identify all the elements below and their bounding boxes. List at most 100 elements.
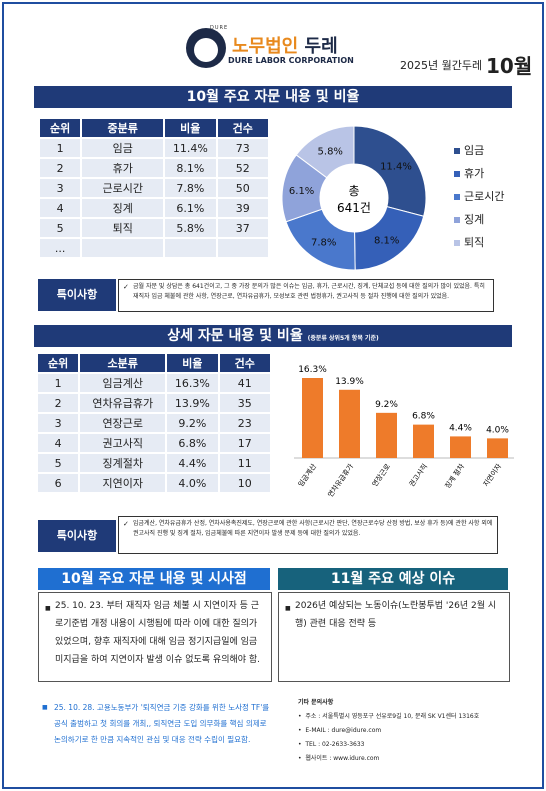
- donut-center-label: 총: [348, 184, 359, 198]
- section3-title: 10월 주요 자문 내용 및 시사점: [38, 568, 270, 590]
- section4-text: 2026년 예상되는 노동이슈(노란봉투법 '26년 2월 시행) 관련 대응 …: [295, 601, 497, 629]
- col-header: 건수: [219, 354, 270, 372]
- table-cell: 3: [38, 414, 79, 432]
- note-label: 특이사항: [38, 279, 116, 311]
- bar-value-label: 13.9%: [335, 377, 364, 387]
- donut-label: 11.4%: [380, 162, 412, 173]
- legend-swatch: [454, 171, 460, 177]
- bar-value-label: 4.0%: [486, 425, 509, 435]
- contact-item: • 주소 : 서울특별시 영등포구 선유로9길 10, 문래 SK V1센터 1…: [298, 713, 480, 720]
- bar-chart: 16.3% 임금계산 13.9% 연차유급휴가 9.2% 연장근로 6.8% 권고사직 4.4%…: [294, 365, 514, 499]
- section2-subtitle: (중분류 상위5개 항목 기준): [307, 335, 379, 342]
- bullet-icon: ■: [45, 605, 51, 612]
- table-cell: 휴가: [82, 159, 164, 177]
- legend-item: 퇴직: [454, 234, 484, 250]
- table-row: 2 휴가 8.1% 52: [40, 159, 268, 177]
- section4-box: ■ 2026년 예상되는 노동이슈(노란봉투법 '26년 2월 시행) 관련 대…: [278, 592, 510, 682]
- col-header: 중분류: [82, 119, 164, 137]
- table-cell: 11.4%: [165, 139, 216, 157]
- table-cell: 73: [217, 139, 268, 157]
- section2-title: 상세 자문 내용 및 비율 (중분류 상위5개 항목 기준): [34, 325, 512, 347]
- table-row: 4 징계 6.1% 39: [40, 199, 268, 217]
- table-cell: 9.2%: [167, 414, 218, 432]
- table-cell: 6: [38, 474, 79, 492]
- note-label: 특이사항: [38, 520, 116, 552]
- logo-english: DURE LABOR CORPORATION: [228, 56, 354, 65]
- check-icon: ✓: [123, 283, 129, 291]
- table-cell: 17: [219, 434, 270, 452]
- contact-title: 기타 문의사항: [298, 699, 334, 706]
- note-box: ✓ 임금계산, 연차유급휴가 산정, 연차사용촉진제도, 연장근로에 관한 사항…: [118, 516, 498, 554]
- table-cell: 6.1%: [165, 199, 216, 217]
- table-cell: 13.9%: [167, 394, 218, 412]
- bullet-icon: ■: [42, 704, 48, 711]
- table-cell: 1: [38, 374, 79, 392]
- table-row: ...: [40, 239, 268, 257]
- table-cell: 근로시간: [82, 179, 164, 197]
- contact-item: • 웹사이트 : www.idure.com: [298, 755, 380, 762]
- donut-slice: [295, 125, 355, 179]
- detail-table: 순위 소분류 비율 건수 1 임금계산 16.3% 41 2 연차유급휴가 13.9% 35 3…: [36, 352, 272, 494]
- bar: [487, 438, 508, 458]
- table-cell: 징계절차: [80, 454, 166, 472]
- table-cell: [82, 239, 164, 257]
- table-cell: 50: [217, 179, 268, 197]
- col-header: 순위: [40, 119, 81, 137]
- legend-swatch: [454, 240, 460, 246]
- table-cell: 3: [40, 179, 81, 197]
- note-text: 임금계산, 연차유급휴가 산정, 연차사용촉진제도, 연장근로에 관한 사항(근…: [133, 520, 493, 537]
- table-cell: [165, 239, 216, 257]
- bar: [413, 424, 434, 458]
- issue-label: 2025년 월간두레: [400, 59, 483, 72]
- bar: [376, 412, 397, 458]
- table-cell: 39: [217, 199, 268, 217]
- table-cell: 4: [38, 434, 79, 452]
- col-header: 비율: [167, 354, 218, 372]
- table-cell: 2: [40, 159, 81, 177]
- contact-item: • E-MAIL : dure@idure.com: [298, 727, 382, 734]
- table-cell: 41: [219, 374, 270, 392]
- col-header: 소분류: [80, 354, 166, 372]
- donut-label: 5.8%: [318, 147, 343, 158]
- table-cell: 37: [217, 219, 268, 237]
- legend-item: 임금: [454, 142, 484, 158]
- table-cell: 2: [38, 394, 79, 412]
- donut-slice: [353, 125, 427, 217]
- table-row: 3 근로시간 7.8% 50: [40, 179, 268, 197]
- col-header: 순위: [38, 354, 79, 372]
- table-cell: 임금: [82, 139, 164, 157]
- section1-title: 10월 주요 자문 내용 및 비율: [34, 86, 512, 108]
- table-cell: [217, 239, 268, 257]
- table-cell: 4: [40, 199, 81, 217]
- logo-name: 노무법인 두레: [232, 36, 338, 57]
- table-cell: 52: [217, 159, 268, 177]
- table-row: 6 지연이자 4.0% 10: [38, 474, 270, 492]
- legend-swatch: [454, 194, 460, 200]
- table-row: 4 권고사직 6.8% 17: [38, 434, 270, 452]
- category-table: 순위 중분류 비율 건수 1 임금 11.4% 73 2 휴가 8.1% 52 3 근로시간 7.8…: [38, 117, 270, 259]
- donut-label: 8.1%: [374, 236, 399, 247]
- bullet-icon: ■: [285, 605, 291, 612]
- logo-small-text: DURE: [210, 25, 229, 31]
- donut-center-total: 641건: [337, 201, 371, 215]
- bottom-note: ■ 25. 10. 28. 고용노동부가 '퇴직연금 기증 강화를 위한 노사정…: [42, 700, 272, 748]
- bar: [302, 378, 323, 458]
- table-cell: 5: [38, 454, 79, 472]
- legend-swatch: [454, 217, 460, 223]
- table-cell: 8.1%: [165, 159, 216, 177]
- bar-value-label: 6.8%: [412, 412, 435, 422]
- bar: [339, 389, 360, 458]
- table-cell: 4.4%: [167, 454, 218, 472]
- table-cell: 35: [219, 394, 270, 412]
- legend-label: 퇴직: [464, 236, 485, 249]
- logo-emblem: [186, 28, 226, 68]
- table-cell: ...: [40, 239, 81, 257]
- bar-category-label: 권고사직: [407, 462, 429, 488]
- table-cell: 권고사직: [80, 434, 166, 452]
- section3-box: ■ 25. 10. 23. 부터 재직자 임금 체불 시 지연이자 등 근로기준…: [38, 592, 272, 682]
- section3-text: 25. 10. 23. 부터 재직자 임금 체불 시 지연이자 등 근로기준법 …: [55, 601, 261, 665]
- table-cell: 7.8%: [165, 179, 216, 197]
- legend-swatch: [454, 148, 460, 154]
- legend-label: 임금: [464, 144, 485, 157]
